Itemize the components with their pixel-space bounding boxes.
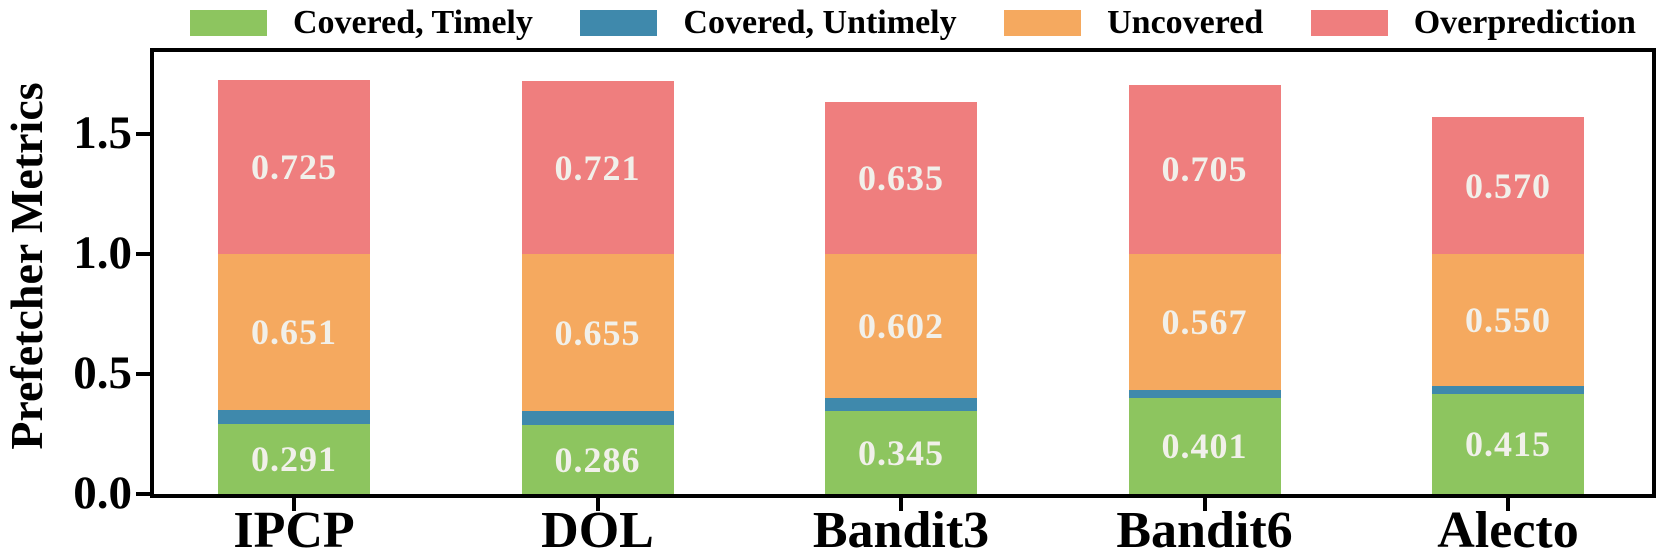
- x-tick-label-alecto: Alecto: [1437, 502, 1579, 559]
- segment-covered-untimely: [825, 398, 977, 412]
- segment-overprediction: 0.721: [521, 81, 674, 255]
- bar-value-label: 0.286: [554, 439, 641, 480]
- bar-value-label: 0.550: [1465, 300, 1551, 341]
- bar-value-label: 0.401: [1161, 425, 1248, 466]
- segment-uncovered: 0.567: [1128, 254, 1281, 391]
- segment-overprediction: 0.635: [825, 101, 977, 255]
- bar-value-label: 0.651: [251, 312, 337, 353]
- bar-value-label: 0.721: [554, 147, 641, 188]
- x-tick-label-bandit3: Bandit3: [812, 502, 990, 559]
- legend-item-covered-timely: Covered, Timely: [190, 6, 533, 40]
- bars-container: 0.291 0.651 0.725 0.286 0.655 0.721 0.345 0.602…: [154, 52, 1652, 494]
- segment-covered-timely: 0.345: [825, 411, 977, 494]
- y-tick-label: 1.5: [73, 107, 132, 159]
- x-tick-label-ipcp: IPCP: [233, 502, 355, 559]
- legend-label: Uncovered: [1107, 4, 1264, 41]
- segment-overprediction: 0.570: [1432, 117, 1584, 255]
- legend-item-covered-untimely: Covered, Untimely: [580, 4, 957, 41]
- y-tick-label: 0.0: [73, 467, 132, 519]
- bar-alecto: 0.415 0.550 0.570: [1432, 117, 1584, 494]
- bar-dol: 0.286 0.655 0.721: [521, 81, 674, 494]
- legend-label: Overprediction: [1413, 4, 1636, 41]
- bar-value-label: 0.415: [1465, 424, 1551, 465]
- legend-item-uncovered: Uncovered: [1004, 6, 1263, 40]
- uncovered-swatch-icon: [1004, 10, 1082, 36]
- y-tick-mark: [136, 252, 150, 256]
- segment-covered-timely: 0.401: [1128, 397, 1281, 494]
- legend-label: Covered, Timely: [293, 4, 533, 41]
- x-tick-label-bandit6: Bandit6: [1116, 502, 1293, 559]
- bar-value-label: 0.635: [858, 157, 944, 198]
- bar-value-label: 0.291: [251, 439, 337, 480]
- segment-covered-untimely: [521, 411, 674, 426]
- x-tick-label-dol: DOL: [541, 502, 654, 559]
- segment-covered-untimely: [1128, 390, 1281, 398]
- y-tick-label: 0.5: [73, 347, 132, 399]
- segment-overprediction: 0.705: [1128, 84, 1281, 255]
- bar-value-label: 0.725: [251, 147, 337, 188]
- segment-covered-untimely: [1432, 386, 1584, 395]
- segment-uncovered: 0.655: [521, 254, 674, 412]
- y-tick-mark: [136, 372, 150, 376]
- segment-uncovered: 0.550: [1432, 254, 1584, 387]
- segment-covered-timely: 0.291: [218, 424, 370, 494]
- bar-value-label: 0.655: [554, 312, 641, 353]
- covered-untimely-swatch-icon: [580, 10, 658, 36]
- legend: Covered, Timely Covered, Untimely Uncove…: [190, 2, 1636, 44]
- bar-value-label: 0.345: [858, 432, 944, 473]
- segment-uncovered: 0.651: [218, 254, 370, 411]
- bar-ipcp: 0.291 0.651 0.725: [218, 80, 370, 494]
- segment-covered-timely: 0.286: [521, 425, 674, 494]
- segment-uncovered: 0.602: [825, 254, 977, 399]
- legend-item-overprediction: Overprediction: [1310, 4, 1636, 41]
- x-tick-mark: [1202, 498, 1207, 511]
- bar-value-label: 0.602: [858, 306, 944, 347]
- y-tick-mark: [136, 492, 150, 496]
- bar-value-label: 0.705: [1161, 149, 1248, 190]
- segment-covered-untimely: [218, 410, 370, 425]
- x-tick-mark: [595, 498, 600, 511]
- x-tick-mark: [1506, 498, 1510, 511]
- x-tick-mark: [292, 498, 296, 511]
- legend-label: Covered, Untimely: [683, 4, 957, 41]
- bar-bandit6: 0.401 0.567 0.705: [1128, 84, 1281, 494]
- segment-overprediction: 0.725: [218, 80, 370, 255]
- segment-covered-timely: 0.415: [1432, 394, 1584, 494]
- y-tick-label: 1.0: [73, 227, 132, 279]
- bar-value-label: 0.570: [1465, 165, 1551, 206]
- bar-value-label: 0.567: [1161, 302, 1248, 343]
- y-tick-mark: [136, 132, 150, 136]
- bar-bandit3: 0.345 0.602 0.635: [825, 101, 977, 494]
- overprediction-swatch-icon: [1310, 10, 1388, 36]
- x-tick-mark: [899, 498, 903, 511]
- covered-timely-swatch-icon: [190, 10, 267, 36]
